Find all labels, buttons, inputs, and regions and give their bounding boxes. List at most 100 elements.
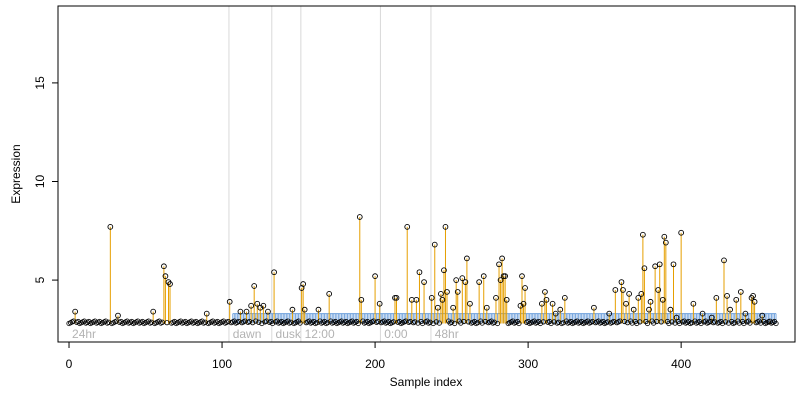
peak-point xyxy=(591,304,597,311)
peak-point xyxy=(442,223,449,230)
peak-point xyxy=(522,285,528,291)
peak-point xyxy=(713,294,720,301)
peak-point xyxy=(750,293,756,299)
baseline-point xyxy=(250,320,256,326)
peak-point xyxy=(641,265,648,272)
peak-point xyxy=(499,255,505,262)
baseline-point xyxy=(621,318,628,325)
peak-point xyxy=(670,261,677,268)
baseline-point xyxy=(494,320,501,327)
peak-point xyxy=(497,277,504,283)
peak-point xyxy=(673,314,680,321)
baseline-point xyxy=(355,320,361,327)
peak-point xyxy=(690,300,697,307)
baseline-point xyxy=(747,320,753,326)
peak-point xyxy=(421,279,427,285)
peak-point xyxy=(356,214,363,220)
baseline-point xyxy=(537,320,543,327)
baseline-point xyxy=(448,319,455,325)
peak-point xyxy=(167,281,173,287)
baseline-point xyxy=(253,318,259,324)
x-axis: 0 100 200 300 400 xyxy=(66,341,691,371)
peak-point xyxy=(635,294,642,301)
peak-point xyxy=(539,300,545,307)
baseline-point xyxy=(516,320,522,327)
baseline-point xyxy=(433,319,439,325)
peak-point xyxy=(301,306,308,313)
baseline-point xyxy=(719,320,726,327)
y-axis: 5 10 15 xyxy=(33,76,59,283)
peak-point xyxy=(431,241,438,248)
peak-point xyxy=(441,267,447,274)
peak-point xyxy=(618,279,625,285)
peak-point xyxy=(358,296,365,303)
region-dividers xyxy=(228,6,432,342)
baseline-point xyxy=(427,319,433,325)
peak-point xyxy=(742,310,749,317)
peak-point xyxy=(519,273,525,279)
baseline-point xyxy=(436,320,442,326)
peak-point xyxy=(751,298,758,305)
baseline-point xyxy=(269,320,276,327)
peak-point xyxy=(326,291,333,297)
baseline-point xyxy=(412,319,418,325)
peak-point xyxy=(454,289,461,295)
region-label: dawn xyxy=(233,327,262,341)
y-axis-label: Expression xyxy=(9,144,23,203)
baseline-point xyxy=(259,320,265,327)
peak-point xyxy=(543,296,550,303)
peak-point xyxy=(721,257,727,264)
peak-point xyxy=(626,291,632,297)
peak-point xyxy=(372,273,378,279)
peak-point xyxy=(150,308,157,315)
peak-point xyxy=(727,306,733,313)
peak-point xyxy=(72,308,78,315)
region-labels: 24hr dawn dusk 12:00 0:00 48hr xyxy=(72,327,459,341)
baseline-point xyxy=(698,320,704,327)
x-tick-label: 400 xyxy=(671,357,691,371)
peak-point xyxy=(480,273,487,279)
peak-point xyxy=(659,296,666,303)
peak-point xyxy=(254,300,261,307)
baseline-point xyxy=(637,319,643,325)
peak-point xyxy=(416,269,423,276)
region-label: 48hr xyxy=(435,327,459,341)
peak-point xyxy=(162,273,169,279)
peak-point xyxy=(251,283,258,289)
peak-point xyxy=(444,289,450,295)
peak-point xyxy=(699,310,706,317)
peak-point xyxy=(226,298,233,305)
peak-point xyxy=(428,294,435,301)
peak-point xyxy=(450,304,456,311)
baseline-point xyxy=(666,320,672,327)
peak-point xyxy=(542,289,548,295)
peak-point xyxy=(413,296,420,303)
peak-point xyxy=(464,255,470,262)
peak-point xyxy=(612,287,619,293)
peak-point xyxy=(623,300,629,307)
baseline-point xyxy=(491,319,498,325)
peak-point xyxy=(647,298,654,305)
peak-point xyxy=(248,302,254,309)
data-points xyxy=(66,214,779,327)
peak-point xyxy=(520,300,527,307)
baseline-point xyxy=(644,320,651,327)
peak-point xyxy=(561,294,568,301)
y-tick-label: 10 xyxy=(33,174,47,188)
peak-point xyxy=(289,306,296,313)
x-tick-label: 100 xyxy=(212,357,232,371)
peak-point xyxy=(393,294,400,301)
peak-point xyxy=(462,279,469,285)
peak-point xyxy=(115,312,121,319)
x-tick-label: 200 xyxy=(365,357,385,371)
peak-point xyxy=(655,287,662,293)
baseline-point xyxy=(246,318,253,325)
baseline-point xyxy=(256,319,262,325)
peak-point xyxy=(620,287,626,293)
baseline-point xyxy=(419,320,426,327)
peak-point xyxy=(646,306,652,313)
region-label: 0:00 xyxy=(384,327,408,341)
region-label: 24hr xyxy=(72,327,96,341)
peak-point xyxy=(453,277,460,283)
baseline-point xyxy=(677,320,683,327)
